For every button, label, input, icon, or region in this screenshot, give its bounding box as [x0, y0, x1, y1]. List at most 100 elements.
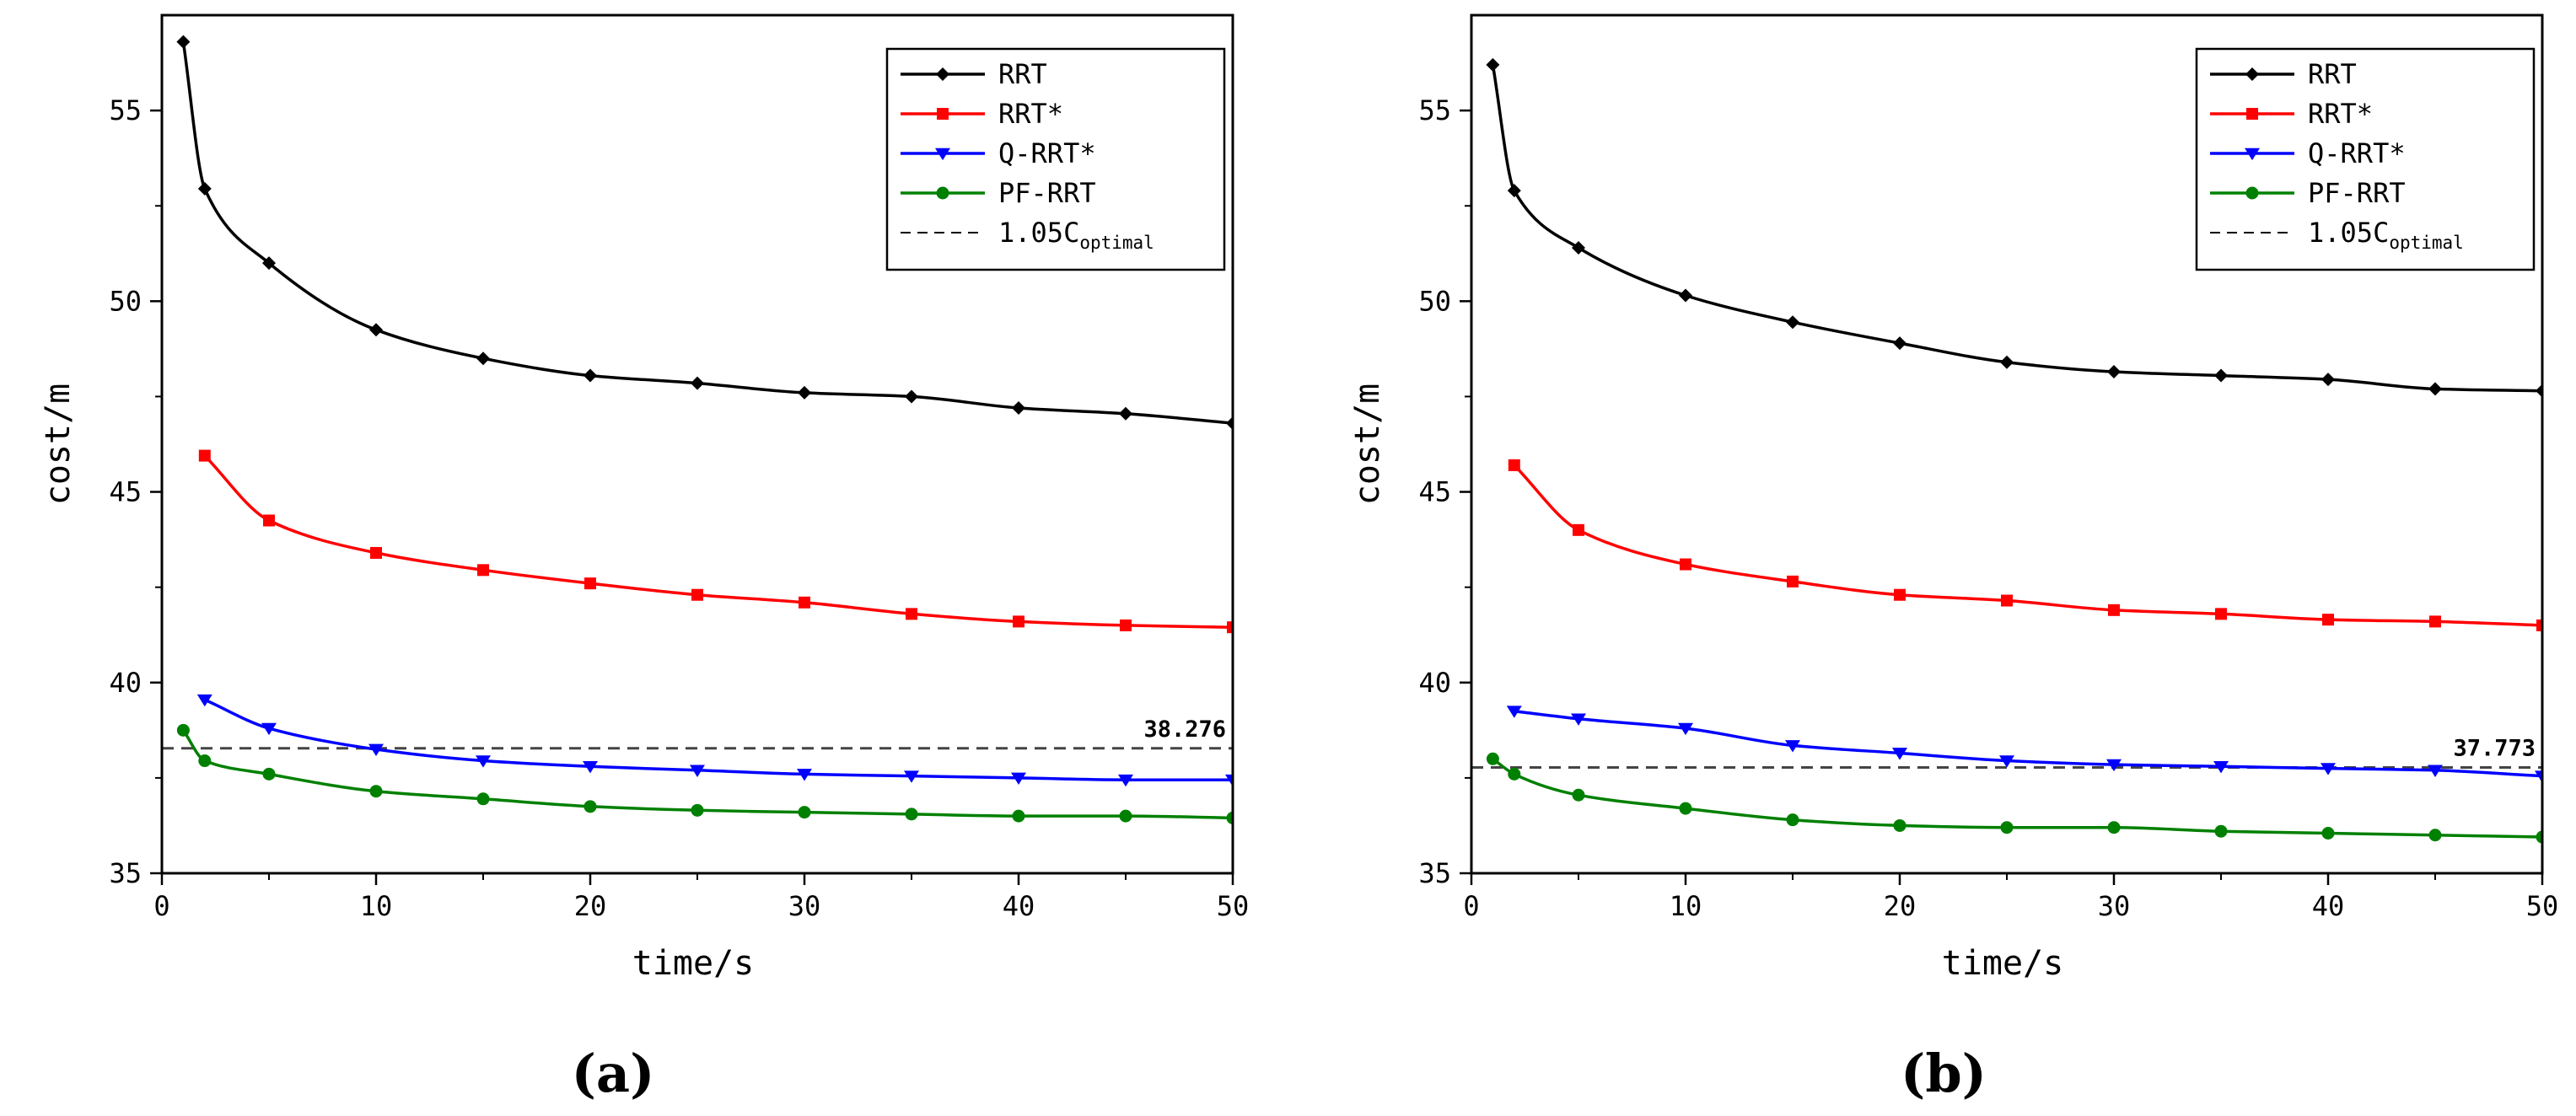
- data-point: [2106, 759, 2122, 772]
- data-point: [1572, 788, 1585, 802]
- data-point: [2214, 368, 2228, 383]
- x-tick-label: 50: [1217, 890, 1250, 922]
- y-axis-label: cost/m: [1348, 384, 1387, 506]
- legend-marker: [936, 186, 949, 200]
- data-point: [2213, 761, 2229, 774]
- data-point: [198, 449, 211, 462]
- series-line-pf-rrt: [181, 729, 1233, 820]
- data-point: [691, 803, 704, 817]
- plot-frame: [1470, 13, 2544, 875]
- legend-marker: [2246, 108, 2258, 120]
- x-tick-label: 50: [2526, 890, 2559, 922]
- data-point: [799, 596, 810, 609]
- data-point: [1894, 588, 1906, 601]
- legend-label-reference: 1.05Coptimal: [998, 217, 1154, 253]
- y-axis-label: cost/m: [39, 384, 78, 506]
- legend-marker: [2245, 186, 2259, 200]
- data-point: [198, 754, 212, 768]
- data-point: [1571, 713, 1586, 726]
- data-point: [583, 368, 597, 383]
- y-tick-label: 50: [109, 285, 142, 317]
- x-tick-label: 40: [1003, 890, 1035, 922]
- plot-frame: [160, 13, 1234, 875]
- data-point: [477, 564, 489, 577]
- data-point: [904, 770, 919, 783]
- data-point: [1506, 706, 1522, 718]
- data-point: [2321, 373, 2335, 387]
- y-tick-label: 55: [1418, 94, 1451, 126]
- x-tick-label: 30: [2098, 890, 2131, 922]
- series-line-pf-rrt: [1492, 757, 2542, 839]
- data-point: [2428, 765, 2443, 777]
- data-point: [1573, 523, 1584, 536]
- legend-marker: [2245, 148, 2260, 161]
- data-point: [1572, 240, 1585, 255]
- data-point: [1680, 558, 1691, 571]
- data-point: [263, 514, 275, 527]
- legend-label: RRT*: [998, 98, 1063, 130]
- data-point: [2001, 594, 2013, 607]
- data-point: [2429, 615, 2441, 628]
- data-point: [1486, 57, 1500, 72]
- y-tick-label: 45: [1418, 476, 1451, 508]
- data-point: [1012, 809, 1025, 823]
- series-line-q-rrt-star: [204, 698, 1233, 781]
- data-point: [1225, 774, 1233, 787]
- x-axis-label: time/s: [1942, 944, 2064, 983]
- panel-caption: (b): [1901, 1043, 1987, 1104]
- data-point: [798, 385, 811, 400]
- data-point: [584, 577, 596, 590]
- data-point: [1787, 575, 1799, 588]
- x-tick-label: 40: [2312, 890, 2345, 922]
- data-point: [2428, 382, 2442, 396]
- series-group: [176, 35, 1233, 824]
- data-point: [2428, 829, 2442, 842]
- data-point: [2214, 824, 2228, 838]
- series-line-rrt-star: [203, 454, 1233, 629]
- data-point: [798, 806, 811, 819]
- data-point: [1679, 288, 1692, 303]
- reference-value-label: 37.773: [2453, 736, 2536, 762]
- data-point: [1486, 752, 1499, 765]
- legend: RRT RRT* Q-RRT* PF-RRT 1.05Coptimal: [885, 47, 1226, 271]
- legend-label: RRT: [2308, 58, 2357, 90]
- data-point: [691, 376, 704, 390]
- data-point: [176, 35, 191, 49]
- legend-label: RRT*: [2308, 98, 2373, 130]
- y-tick-label: 50: [1418, 285, 1451, 317]
- data-point: [583, 761, 598, 774]
- reference-value-label: 38.276: [1143, 716, 1226, 743]
- x-tick-label: 10: [360, 890, 393, 922]
- legend-label: Q-RRT*: [998, 137, 1096, 169]
- data-point: [2108, 604, 2120, 616]
- x-axis-label: time/s: [632, 944, 755, 983]
- legend-label: Q-RRT*: [2308, 137, 2406, 169]
- data-point: [1227, 621, 1233, 634]
- legend-label-reference: 1.05Coptimal: [2308, 217, 2464, 253]
- data-point: [905, 807, 918, 821]
- data-point: [1892, 748, 1907, 760]
- data-point: [176, 723, 190, 737]
- y-tick-label: 45: [109, 476, 142, 508]
- data-point: [369, 785, 383, 798]
- series-line-rrt: [181, 41, 1233, 425]
- series-line-rrt-star: [1513, 464, 2542, 627]
- data-point: [476, 792, 490, 806]
- chart-panel-a: 0 10 20 30 40 50 35 40 45 50 55 38.276 RRT RRT* Q-RRT*…: [39, 13, 1250, 1104]
- series-group: [1486, 57, 2542, 844]
- legend-label: RRT: [998, 58, 1047, 90]
- data-point: [1785, 740, 1800, 753]
- series-line-rrt: [1491, 64, 2542, 393]
- data-point: [2322, 614, 2334, 626]
- data-point: [197, 181, 212, 196]
- data-point: [196, 694, 212, 707]
- data-point: [2536, 619, 2542, 631]
- y-tick-label: 35: [1418, 857, 1451, 889]
- x-tick-label: 20: [574, 890, 607, 922]
- series-line-q-rrt-star: [1514, 709, 2542, 778]
- data-point: [1678, 722, 1693, 736]
- legend-marker: [937, 108, 949, 120]
- data-point: [1013, 615, 1024, 628]
- x-tick-label: 10: [1670, 890, 1702, 922]
